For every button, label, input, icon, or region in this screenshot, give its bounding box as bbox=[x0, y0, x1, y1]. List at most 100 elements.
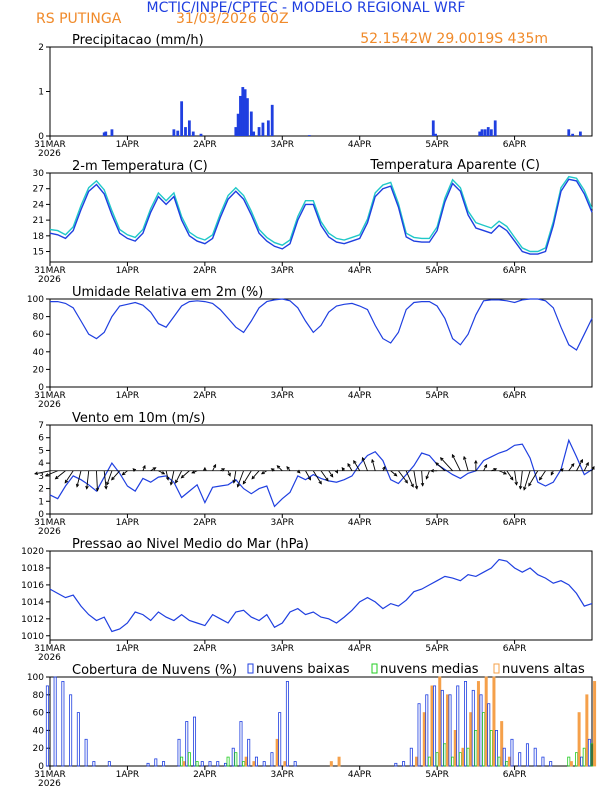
x-tick-label: 2APR bbox=[193, 770, 217, 780]
cloud-bar bbox=[427, 756, 431, 767]
wind-arrow-head bbox=[591, 465, 595, 470]
y-tick-label: 1010 bbox=[21, 632, 44, 642]
cloud-bar bbox=[84, 738, 88, 767]
x-axis-year: 2026 bbox=[38, 779, 61, 789]
cloud-bar bbox=[154, 758, 158, 767]
cloud-bar bbox=[435, 752, 439, 767]
y-tick-label: 1020 bbox=[21, 547, 44, 557]
cloud-bar bbox=[575, 752, 579, 767]
y-tick-label: 0 bbox=[38, 132, 44, 142]
panel-title: 2-m Temperatura (C) bbox=[72, 159, 208, 174]
y-tick-label: 40 bbox=[33, 348, 45, 358]
cloud-bar bbox=[469, 712, 473, 767]
precip-bar bbox=[234, 127, 238, 136]
y-tick-label: 80 bbox=[33, 691, 45, 701]
legend-label: nuvens medias bbox=[380, 662, 479, 677]
cloud-bar bbox=[262, 761, 266, 767]
wind-arrow-head bbox=[493, 468, 498, 472]
wind-arrow-head bbox=[54, 475, 59, 480]
x-axis-year: 2026 bbox=[38, 527, 61, 537]
precip-bar bbox=[102, 132, 106, 136]
cloud-bar bbox=[476, 681, 480, 767]
cloud-bar bbox=[507, 756, 511, 767]
panel-2: 15 18 21 24 27 30 31MAR 1APR 2APR 3APR 4APR 5APR 6AP… bbox=[33, 158, 593, 285]
cloud-bar bbox=[567, 756, 571, 767]
precip-bar bbox=[270, 104, 274, 136]
x-tick-label: 2APR bbox=[193, 391, 217, 401]
wind-arrow-shaft bbox=[519, 470, 523, 489]
cloud-bar bbox=[278, 712, 282, 767]
cloud-bar bbox=[182, 761, 186, 767]
y-tick-label: 5 bbox=[38, 446, 44, 456]
wind-arrow-head bbox=[353, 459, 357, 464]
wind-arrow-head bbox=[121, 471, 126, 476]
cloud-bar bbox=[180, 756, 184, 767]
precip-bar bbox=[191, 131, 195, 136]
wind-arrow-head bbox=[430, 469, 435, 473]
wind-arrow-head bbox=[325, 477, 329, 482]
wind-arrow-shaft bbox=[506, 470, 514, 481]
wind-arrow-head bbox=[361, 456, 366, 461]
wind-arrow-shaft bbox=[435, 462, 446, 472]
y-tick-label: 100 bbox=[27, 295, 44, 305]
precip-bar bbox=[266, 120, 270, 136]
x-tick-label: 5APR bbox=[425, 770, 449, 780]
cloud-bar bbox=[45, 685, 49, 767]
cloud-bar bbox=[329, 761, 333, 767]
wind-arrow-shaft bbox=[440, 457, 453, 472]
cloud-bar bbox=[587, 738, 591, 767]
precip-bar bbox=[184, 127, 187, 136]
x-tick-label: 4APR bbox=[348, 140, 372, 150]
x-tick-label: 5APR bbox=[425, 391, 449, 401]
wind-arrow-head bbox=[425, 475, 429, 480]
cloud-bar bbox=[244, 756, 248, 767]
x-tick-label: 3APR bbox=[270, 391, 294, 401]
wind-arrow-head bbox=[270, 468, 275, 472]
x-tick-label: 4APR bbox=[348, 644, 372, 654]
wind-arrow-head bbox=[474, 459, 478, 464]
cloud-bar bbox=[187, 752, 191, 767]
cloud-bar bbox=[582, 747, 586, 767]
cloud-bar bbox=[254, 756, 258, 767]
cloud-bar bbox=[146, 762, 150, 767]
cloud-bar bbox=[451, 756, 455, 767]
wind-arrow-shaft bbox=[212, 464, 217, 471]
precip-bar bbox=[180, 101, 184, 136]
wind-arrow-head bbox=[570, 462, 575, 467]
y-tick-label: 60 bbox=[33, 330, 45, 340]
y-tick-label: 1014 bbox=[21, 598, 44, 608]
wind-arrow-shaft bbox=[568, 463, 575, 472]
wind-arrow-head bbox=[165, 476, 170, 481]
wind-arrow-head bbox=[169, 481, 174, 486]
wind-arrow-head bbox=[550, 471, 554, 476]
precip-bar bbox=[567, 129, 571, 136]
cloud-bar bbox=[61, 681, 65, 767]
wind-arrow-head bbox=[75, 483, 80, 488]
cloud-bar bbox=[76, 712, 80, 767]
x-axis-year: 2026 bbox=[38, 653, 61, 663]
wind-arrow-head bbox=[221, 468, 226, 472]
wind-arrow-shaft bbox=[175, 470, 183, 483]
precip-bar bbox=[307, 135, 311, 136]
wind-arrow-shaft bbox=[170, 470, 175, 485]
cloud-bar bbox=[500, 721, 504, 767]
precip-bar bbox=[489, 129, 493, 136]
wind-arrow-head bbox=[579, 458, 583, 463]
y-tick-label: 60 bbox=[33, 709, 45, 719]
wind-arrow-head bbox=[560, 468, 564, 472]
wind-arrow-shaft bbox=[34, 470, 51, 475]
cloud-bar bbox=[430, 685, 434, 767]
cloud-bar bbox=[231, 747, 235, 767]
cloud-bar bbox=[487, 703, 491, 767]
precip-bar bbox=[110, 129, 114, 136]
wind-arrow-head bbox=[227, 472, 231, 477]
precip-bar bbox=[257, 127, 261, 136]
precip-bar bbox=[236, 113, 240, 136]
cloud-bar bbox=[275, 738, 279, 767]
cloud-bar bbox=[417, 703, 421, 767]
wind-arrow-head bbox=[318, 480, 322, 485]
panel-frame bbox=[49, 424, 593, 515]
wind-arrow-shaft bbox=[539, 470, 546, 481]
wind-arrow-head bbox=[111, 476, 115, 481]
wind-arrow-head bbox=[523, 486, 527, 491]
